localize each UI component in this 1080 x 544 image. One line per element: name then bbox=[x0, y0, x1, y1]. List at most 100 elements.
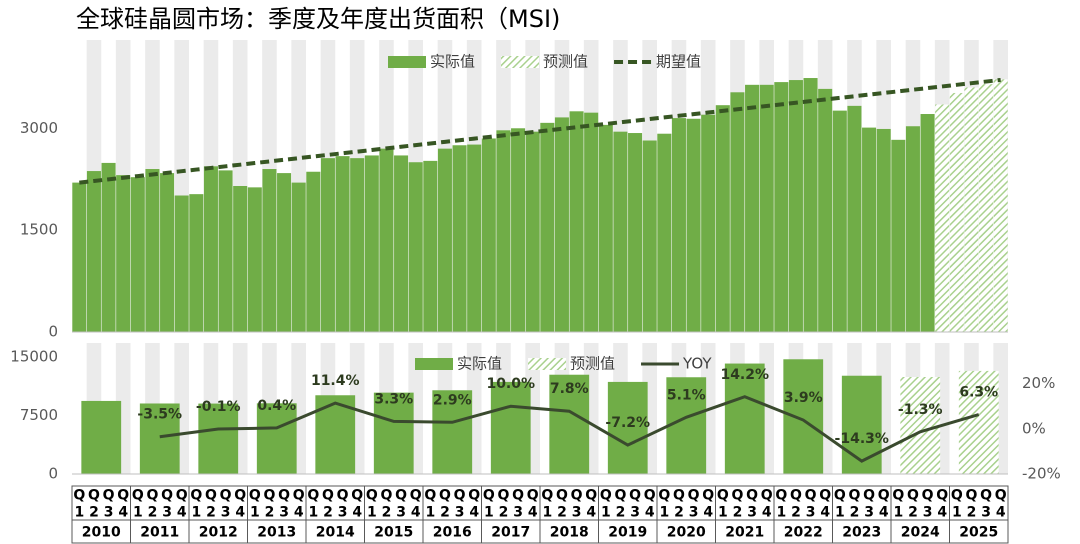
data-label: 14.2% bbox=[720, 367, 769, 383]
bar bbox=[233, 186, 248, 332]
quarter-label: 4 bbox=[411, 505, 421, 521]
quarter-label: 3 bbox=[689, 505, 699, 521]
quarter-prefix: Q bbox=[717, 488, 729, 504]
bar bbox=[198, 403, 239, 474]
quarter-label: 4 bbox=[996, 505, 1006, 521]
quarter-prefix: Q bbox=[600, 488, 612, 504]
data-label: -14.3% bbox=[835, 431, 889, 447]
quarter-label: 1 bbox=[133, 505, 143, 521]
bar bbox=[139, 403, 180, 474]
quarter-label: 2 bbox=[440, 505, 450, 521]
quarter-prefix: Q bbox=[761, 488, 773, 504]
bar bbox=[490, 381, 531, 474]
bar bbox=[759, 84, 774, 332]
quarter-label: 1 bbox=[601, 505, 611, 521]
quarter-label: 1 bbox=[367, 505, 377, 521]
bar bbox=[949, 92, 964, 333]
data-label: 3.9% bbox=[784, 390, 823, 406]
quarter-label: 1 bbox=[835, 505, 845, 521]
bar bbox=[613, 131, 628, 332]
quarter-prefix: Q bbox=[278, 488, 290, 504]
legend-label: 预测值 bbox=[543, 53, 588, 71]
quarter-label: 4 bbox=[703, 505, 713, 521]
bar bbox=[598, 124, 613, 332]
quarter-label: 4 bbox=[177, 505, 187, 521]
quarter-prefix: Q bbox=[366, 488, 378, 504]
quarter-prefix: Q bbox=[805, 488, 817, 504]
bar bbox=[584, 112, 599, 332]
quarter-label: 2 bbox=[89, 505, 99, 521]
quarter-prefix: Q bbox=[688, 488, 700, 504]
legend-swatch bbox=[388, 56, 426, 68]
year-label: 2012 bbox=[199, 525, 238, 541]
bar bbox=[72, 182, 87, 332]
quarter-label: 2 bbox=[148, 505, 158, 521]
quarter-label: 1 bbox=[659, 505, 669, 521]
quarter-prefix: Q bbox=[673, 488, 685, 504]
data-label: -3.5% bbox=[137, 407, 182, 423]
quarter-prefix: Q bbox=[454, 488, 466, 504]
bar bbox=[730, 92, 745, 333]
quarter-label: 1 bbox=[74, 505, 84, 521]
bar bbox=[958, 370, 999, 474]
quarter-label: 4 bbox=[294, 505, 304, 521]
bar bbox=[101, 162, 116, 332]
quarter-label: 4 bbox=[937, 505, 947, 521]
quarter-prefix: Q bbox=[468, 488, 480, 504]
bar bbox=[642, 140, 657, 332]
bar bbox=[247, 187, 262, 332]
quarter-prefix: Q bbox=[351, 488, 363, 504]
quarter-label: 3 bbox=[338, 505, 348, 521]
data-label: 2.9% bbox=[433, 392, 472, 408]
legend-swatch bbox=[528, 358, 567, 370]
bar bbox=[452, 145, 467, 332]
bar bbox=[335, 156, 350, 332]
quarter-prefix: Q bbox=[702, 488, 714, 504]
quarter-label: 2 bbox=[382, 505, 392, 521]
quarter-prefix: Q bbox=[585, 488, 597, 504]
quarter-label: 4 bbox=[469, 505, 479, 521]
y-tick-label: 0 bbox=[48, 323, 58, 341]
quarter-label: 1 bbox=[952, 505, 962, 521]
bar bbox=[847, 105, 862, 332]
y-tick-label: 3000 bbox=[20, 119, 58, 137]
bar bbox=[373, 392, 414, 474]
year-label: 2025 bbox=[959, 525, 998, 541]
quarter-prefix: Q bbox=[190, 488, 202, 504]
data-label: -7.2% bbox=[605, 415, 650, 431]
bar bbox=[905, 126, 920, 333]
quarter-prefix: Q bbox=[220, 488, 232, 504]
quarter-prefix: Q bbox=[146, 488, 158, 504]
quarter-prefix: Q bbox=[103, 488, 115, 504]
quarter-label: 1 bbox=[718, 505, 728, 521]
bar bbox=[841, 375, 882, 474]
bar bbox=[277, 173, 292, 332]
quarter-label: 3 bbox=[162, 505, 172, 521]
quarter-label: 3 bbox=[630, 505, 640, 521]
quarter-prefix: Q bbox=[234, 488, 246, 504]
quarter-prefix: Q bbox=[819, 488, 831, 504]
year-label: 2020 bbox=[667, 525, 706, 541]
data-label: -1.3% bbox=[898, 402, 943, 418]
legend-swatch bbox=[415, 358, 453, 370]
quarter-prefix: Q bbox=[892, 488, 904, 504]
data-label: 0.4% bbox=[257, 398, 296, 414]
quarter-prefix: Q bbox=[878, 488, 890, 504]
quarter-label: 1 bbox=[776, 505, 786, 521]
bar bbox=[320, 158, 335, 332]
data-label: 7.8% bbox=[550, 381, 589, 397]
bar bbox=[935, 104, 950, 332]
year-label: 2013 bbox=[257, 525, 296, 541]
bar bbox=[657, 133, 672, 332]
bar bbox=[116, 175, 131, 332]
quarter-label: 3 bbox=[455, 505, 465, 521]
year-label: 2023 bbox=[842, 525, 881, 541]
bar bbox=[724, 363, 765, 474]
quarter-prefix: Q bbox=[951, 488, 963, 504]
bar bbox=[607, 381, 648, 474]
quarter-prefix: Q bbox=[571, 488, 583, 504]
quarter-prefix: Q bbox=[863, 488, 875, 504]
bar bbox=[891, 139, 906, 332]
quarter-label: 2 bbox=[206, 505, 216, 521]
